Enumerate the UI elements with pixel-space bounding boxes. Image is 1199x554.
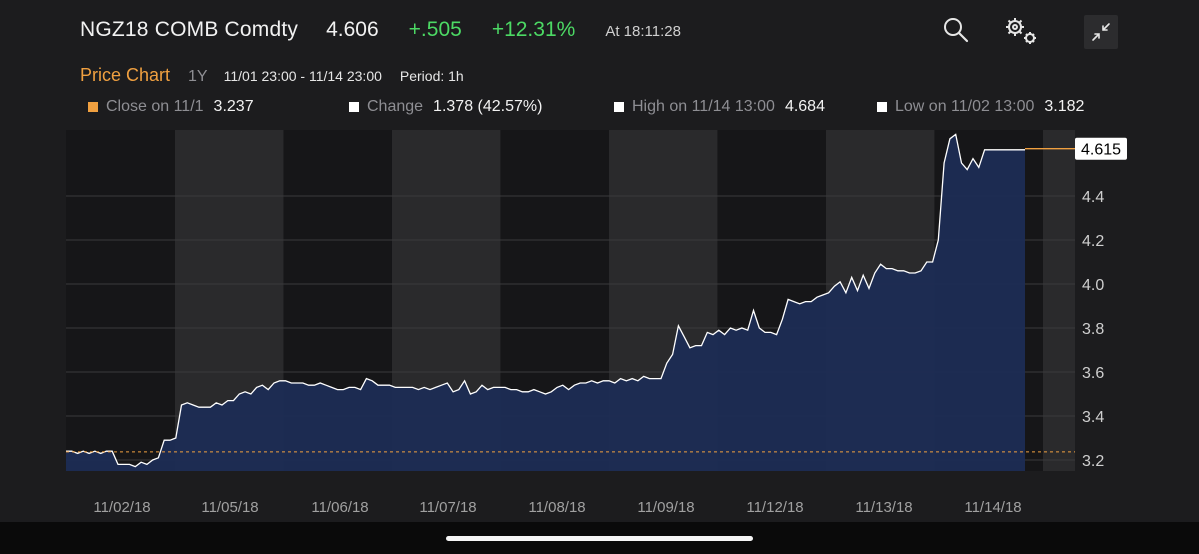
y-tick-label: 3.6 <box>1082 365 1104 382</box>
quote-header: NGZ18 COMB Comdty 4.606 +.505 +12.31% At… <box>80 18 681 48</box>
x-tick-label: 11/13/18 <box>855 499 912 516</box>
y-tick-label: 3.2 <box>1082 453 1104 470</box>
collapse-icon <box>1092 23 1110 41</box>
x-tick-label: 11/02/18 <box>93 499 150 516</box>
stat-low: Low on 11/02 13:00 3.182 <box>877 98 1084 116</box>
legend-swatch <box>88 102 98 112</box>
stat-low-label: Low on 11/02 13:00 <box>895 98 1035 115</box>
y-tick-label: 3.8 <box>1082 321 1104 338</box>
home-indicator[interactable] <box>446 536 753 541</box>
stat-close-value: 3.237 <box>213 98 254 115</box>
x-tick-label: 11/07/18 <box>419 499 476 516</box>
price-change-percent: +12.31% <box>491 18 576 41</box>
y-tick-label: 3.4 <box>1082 409 1104 426</box>
stat-change-value: 1.378 (42.57%) <box>433 98 543 115</box>
chart-band <box>66 130 175 471</box>
price-chart-title: Price Chart <box>80 65 171 85</box>
y-tick-label: 4.2 <box>1082 233 1104 250</box>
range-selector[interactable]: 1Y <box>188 68 208 85</box>
last-price: 4.606 <box>326 18 379 41</box>
stat-change-label: Change <box>367 98 424 115</box>
search-icon[interactable] <box>942 16 970 44</box>
price-change: +.505 <box>408 18 462 41</box>
collapse-button[interactable] <box>1084 15 1118 49</box>
ticker-symbol: NGZ18 COMB Comdty <box>80 18 299 41</box>
x-tick-label: 11/06/18 <box>311 499 368 516</box>
y-tick-label: 4.4 <box>1082 189 1104 206</box>
x-tick-label: 11/05/18 <box>201 499 258 516</box>
gear-icon[interactable] <box>1002 16 1040 48</box>
legend-swatch <box>614 102 624 112</box>
date-range: 11/01 23:00 - 11/14 23:00 <box>223 68 382 84</box>
chart-band <box>1042 130 1075 471</box>
stat-close-label: Close on 11/1 <box>106 98 204 115</box>
x-tick-label: 11/12/18 <box>746 499 803 516</box>
last-price-label: 4.615 <box>1081 142 1121 159</box>
stats-row: Close on 11/1 3.237 Change 1.378 (42.57%… <box>0 98 1199 118</box>
quote-time: At 18:11:28 <box>605 23 681 40</box>
legend-swatch <box>349 102 359 112</box>
stat-high-value: 4.684 <box>784 98 825 115</box>
stat-low-value: 3.182 <box>1044 98 1085 115</box>
bottom-bar <box>0 522 1199 554</box>
last-price-tag <box>1075 137 1127 160</box>
price-chart[interactable]: 4.615 3.2 3.4 3.6 3.8 4.0 4.2 4.4 11/02/18 11/05/… <box>0 125 1199 522</box>
price-line <box>66 133 1025 468</box>
x-tick-label: 11/09/18 <box>637 499 694 516</box>
stat-close: Close on 11/1 3.237 <box>88 98 254 116</box>
stat-change: Change 1.378 (42.57%) <box>349 98 542 116</box>
legend-swatch <box>877 102 887 112</box>
y-tick-label: 4.0 <box>1082 277 1104 294</box>
period-label: Period: 1h <box>399 68 464 84</box>
stat-high: High on 11/14 13:00 4.684 <box>614 98 825 116</box>
stat-high-label: High on 11/14 13:00 <box>632 98 775 115</box>
x-tick-label: 11/08/18 <box>528 499 585 516</box>
x-tick-label: 11/14/18 <box>964 499 1021 516</box>
price-area <box>66 134 1025 471</box>
chart-subheader: Price Chart 1Y 11/01 23:00 - 11/14 23:00… <box>80 65 464 86</box>
